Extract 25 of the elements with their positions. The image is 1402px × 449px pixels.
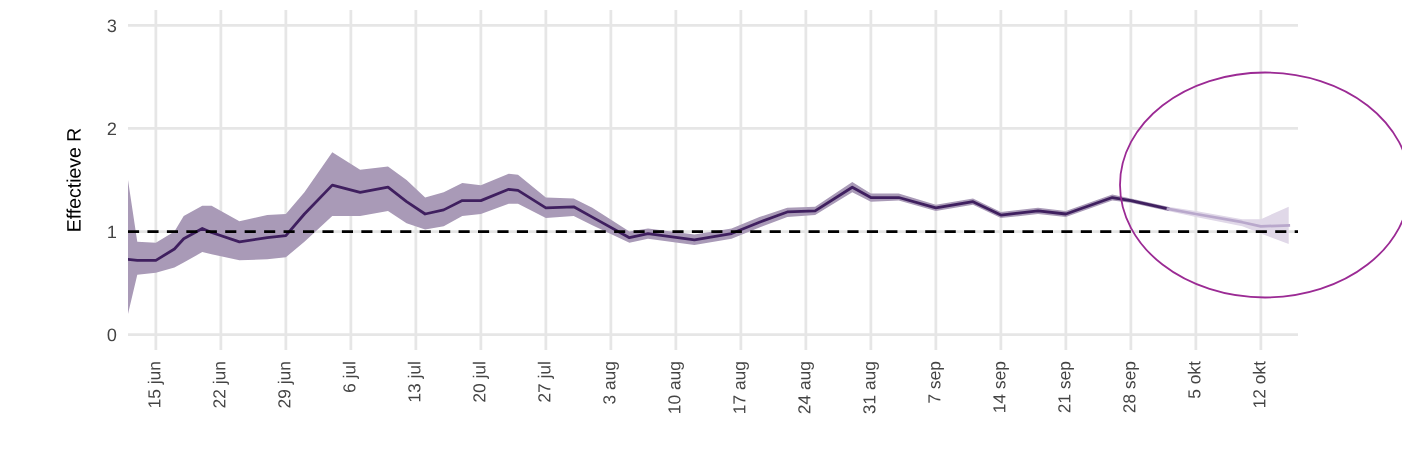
x-tick-label: 17 aug xyxy=(733,362,749,413)
y-tick-label: 2 xyxy=(107,122,116,136)
x-tick-label: 31 aug xyxy=(863,362,879,414)
y-axis-title: Effectieve R xyxy=(66,128,81,231)
line-series xyxy=(1166,207,1291,228)
x-tick-label: 5 okt xyxy=(1187,361,1201,399)
x-tick-label: 21 sep xyxy=(1058,361,1074,413)
x-tick-label: 6 jul xyxy=(342,362,359,393)
x-tick-label: 27 jul xyxy=(537,362,554,402)
x-tick-label: 28 sep xyxy=(1123,361,1139,413)
x-tick-label: 13 jul xyxy=(407,362,424,402)
x-tick-label: 12 okt xyxy=(1252,361,1266,408)
x-tick-label: 3 aug xyxy=(603,362,619,404)
y-tick-label: 0 xyxy=(107,328,117,342)
x-tick-label: 15 jun xyxy=(147,362,164,408)
x-tick-label: 24 aug xyxy=(798,362,814,414)
x-tick-label: 20 jul xyxy=(472,362,489,402)
y-tick-label: 3 xyxy=(107,19,117,33)
x-tick-label: 22 jun xyxy=(212,362,229,408)
x-tick-label: 10 aug xyxy=(668,362,684,413)
x-tick-label: 29 jun xyxy=(277,362,294,408)
x-tick-label: 14 sep xyxy=(993,361,1009,412)
x-tick-label: 7 sep xyxy=(928,361,944,403)
line-series xyxy=(128,183,1170,262)
y-tick-label: 1 xyxy=(108,225,117,239)
